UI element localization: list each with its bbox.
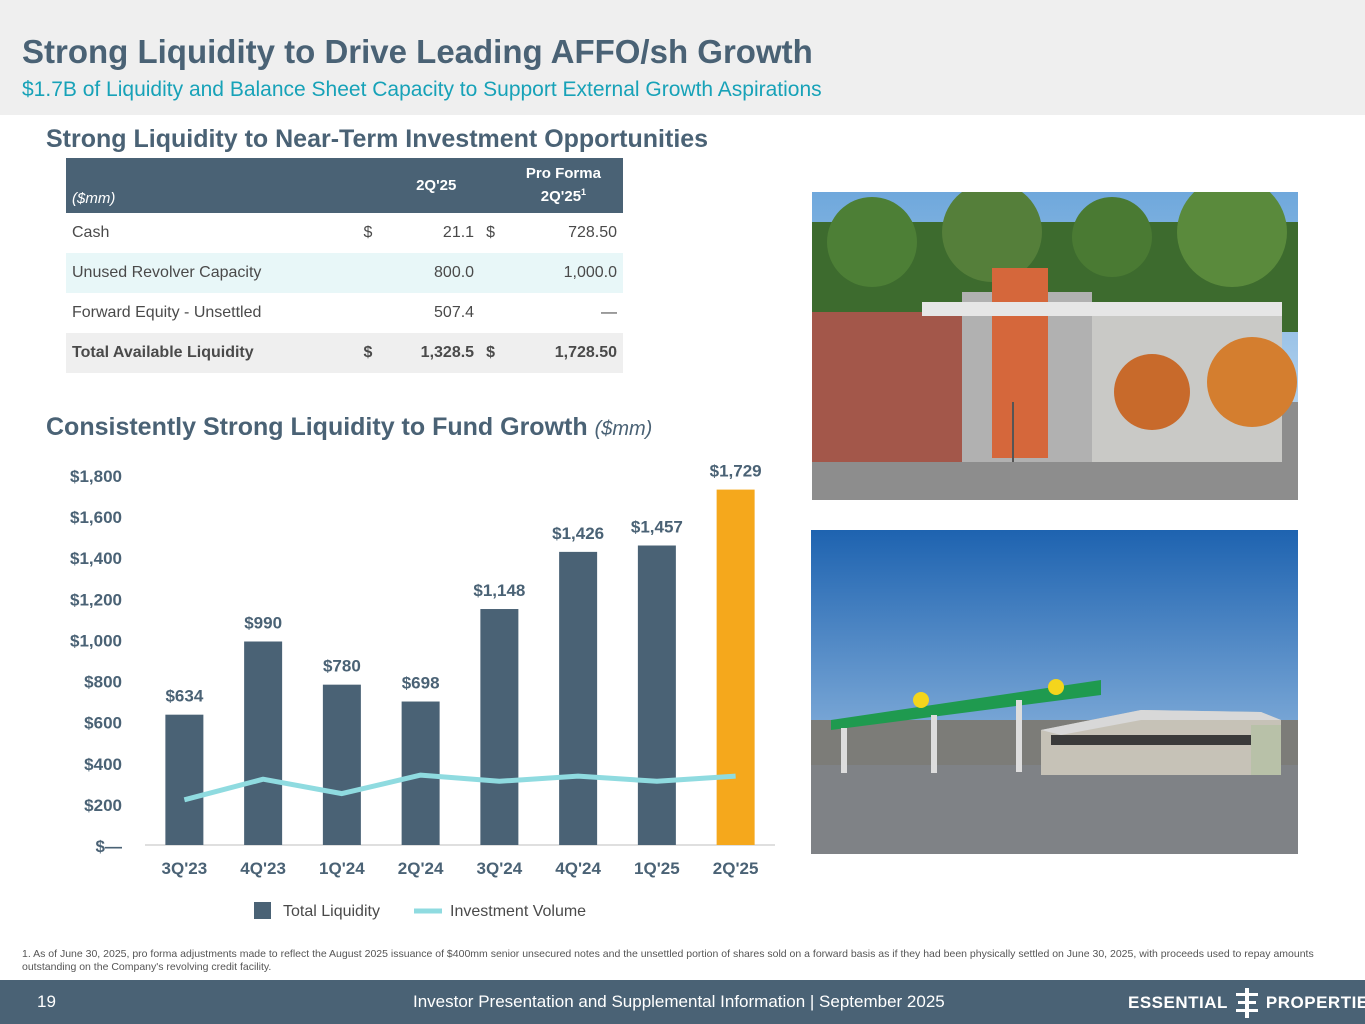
gas-station-photo <box>811 530 1298 854</box>
liquidity-table: ($mm) 2Q'25 Pro Forma 2Q'251 Cash $21.1 $7… <box>66 158 623 373</box>
bar-total-liquidity <box>165 714 204 845</box>
value-2q25: 800.0 <box>378 253 481 293</box>
line-investment-volume <box>183 772 736 803</box>
value-pro-forma: 1,728.50 <box>503 333 623 373</box>
header-band: Strong Liquidity to Drive Leading AFFO/s… <box>0 0 1365 115</box>
logo-text-right: PROPERTIES <box>1265 993 1365 1012</box>
x-tick-label: 1Q'25 <box>634 859 680 878</box>
y-tick-label: $1,400 <box>70 549 122 568</box>
chart-section-title: Consistently Strong Liquidity to Fund Gr… <box>46 413 652 442</box>
legend-swatch-total-liquidity <box>254 902 271 919</box>
bar-total-liquidity <box>716 489 755 845</box>
bar-value-label: $1,457 <box>631 518 683 537</box>
x-tick-label: 3Q'24 <box>477 859 523 878</box>
currency-symbol: $ <box>354 333 379 373</box>
row-label: Unused Revolver Capacity <box>66 253 355 293</box>
table-row: Cash $21.1 $728.50 <box>66 213 623 253</box>
currency-symbol: $ <box>363 224 373 241</box>
slide-title: Strong Liquidity to Drive Leading AFFO/s… <box>22 33 813 70</box>
x-tick-label: 3Q'23 <box>162 859 208 878</box>
bar-value-label: $1,729 <box>710 462 762 481</box>
legend-label-total-liquidity: Total Liquidity <box>283 903 380 920</box>
currency-symbol <box>480 293 504 333</box>
currency-symbol <box>355 293 379 333</box>
bar-total-liquidity <box>637 545 676 845</box>
unit-label: ($mm) <box>66 158 355 213</box>
header-spacer <box>480 158 504 213</box>
footnote-marker: 1 <box>581 187 587 197</box>
slide-subtitle: $1.7B of Liquidity and Balance Sheet Cap… <box>22 78 822 101</box>
table-header-row: ($mm) 2Q'25 Pro Forma 2Q'251 <box>66 158 623 213</box>
value-2q25: 21.1 <box>442 224 475 241</box>
table-section-title: Strong Liquidity to Near-Term Investment… <box>46 125 709 153</box>
table-row: Unused Revolver Capacity 800.0 1,000.0 <box>66 253 623 293</box>
x-tick-label: 4Q'24 <box>555 859 601 878</box>
x-tick-label: 4Q'23 <box>240 859 286 878</box>
y-tick-label: $— <box>96 837 122 856</box>
value-2q25: 1,328.5 <box>378 333 481 373</box>
bar-total-liquidity <box>322 684 361 845</box>
bar-total-liquidity <box>480 609 519 845</box>
currency-symbol <box>354 253 379 293</box>
bar-value-label: $634 <box>165 687 203 706</box>
col-2q25-header: 2Q'25 <box>378 158 481 213</box>
pro-forma-line1: Pro Forma <box>525 165 601 182</box>
table-row: Forward Equity - Unsettled 507.4 — <box>66 293 623 333</box>
pro-forma-line2: 2Q'25 <box>540 188 582 205</box>
y-tick-label: $1,200 <box>70 590 122 609</box>
y-tick-label: $200 <box>84 796 122 815</box>
y-tick-label: $1,600 <box>70 508 122 527</box>
bar-total-liquidity <box>244 641 283 845</box>
footer-band: 19 Investor Presentation and Supplementa… <box>0 980 1365 1024</box>
y-tick-label: $1,000 <box>70 631 122 650</box>
row-label: Cash <box>72 224 110 241</box>
x-tick-label: 1Q'24 <box>319 859 365 878</box>
table-row: Total Available Liquidity $1,328.5 $1,728.… <box>66 333 623 373</box>
bar-value-label: $1,148 <box>473 581 525 600</box>
bar-value-label: $1,426 <box>552 524 604 543</box>
bar-value-label: $990 <box>244 614 282 633</box>
header-spacer <box>354 158 379 213</box>
footnote: 1. As of June 30, 2025, pro forma adjust… <box>22 948 1314 973</box>
y-tick-label: $600 <box>84 714 122 733</box>
value-pro-forma: 1,000.0 <box>503 253 623 293</box>
x-tick-label: 2Q'24 <box>398 859 444 878</box>
x-tick-label: 2Q'25 <box>713 859 759 878</box>
value-2q25: 507.4 <box>434 304 475 321</box>
currency-symbol <box>480 253 504 293</box>
currency-symbol: $ <box>486 224 495 241</box>
row-label: Forward Equity - Unsettled <box>72 304 262 321</box>
building-photo <box>812 192 1298 500</box>
bar-value-label: $780 <box>323 657 361 676</box>
chart-unit: ($mm) <box>594 418 653 440</box>
value-pro-forma: — <box>601 304 617 321</box>
y-tick-label: $400 <box>84 755 122 774</box>
footer-text: Investor Presentation and Supplemental I… <box>413 992 945 1011</box>
bar-total-liquidity <box>559 551 598 845</box>
col-pro-forma-header: Pro Forma 2Q'251 <box>503 158 623 213</box>
logo-text-left: ESSENTIAL <box>1128 993 1228 1012</box>
row-label: Total Available Liquidity <box>66 333 355 373</box>
logo-mark-icon <box>1235 988 1258 1018</box>
y-tick-label: $1,800 <box>70 467 122 486</box>
page-number: 19 <box>37 992 56 1011</box>
company-logo: ESSENTIAL PROPERTIES <box>1128 988 1365 1018</box>
bar-value-label: $698 <box>402 674 440 693</box>
value-pro-forma: 728.50 <box>568 224 617 241</box>
liquidity-chart: $— $200 $400 $600 $800 $1,000 $1,200 $1,400 $1,6… <box>70 462 775 920</box>
legend-label-investment-volume: Investment Volume <box>450 903 586 920</box>
chart-title: Consistently Strong Liquidity to Fund Gr… <box>46 413 588 441</box>
y-tick-label: $800 <box>84 673 122 692</box>
currency-symbol: $ <box>480 333 504 373</box>
